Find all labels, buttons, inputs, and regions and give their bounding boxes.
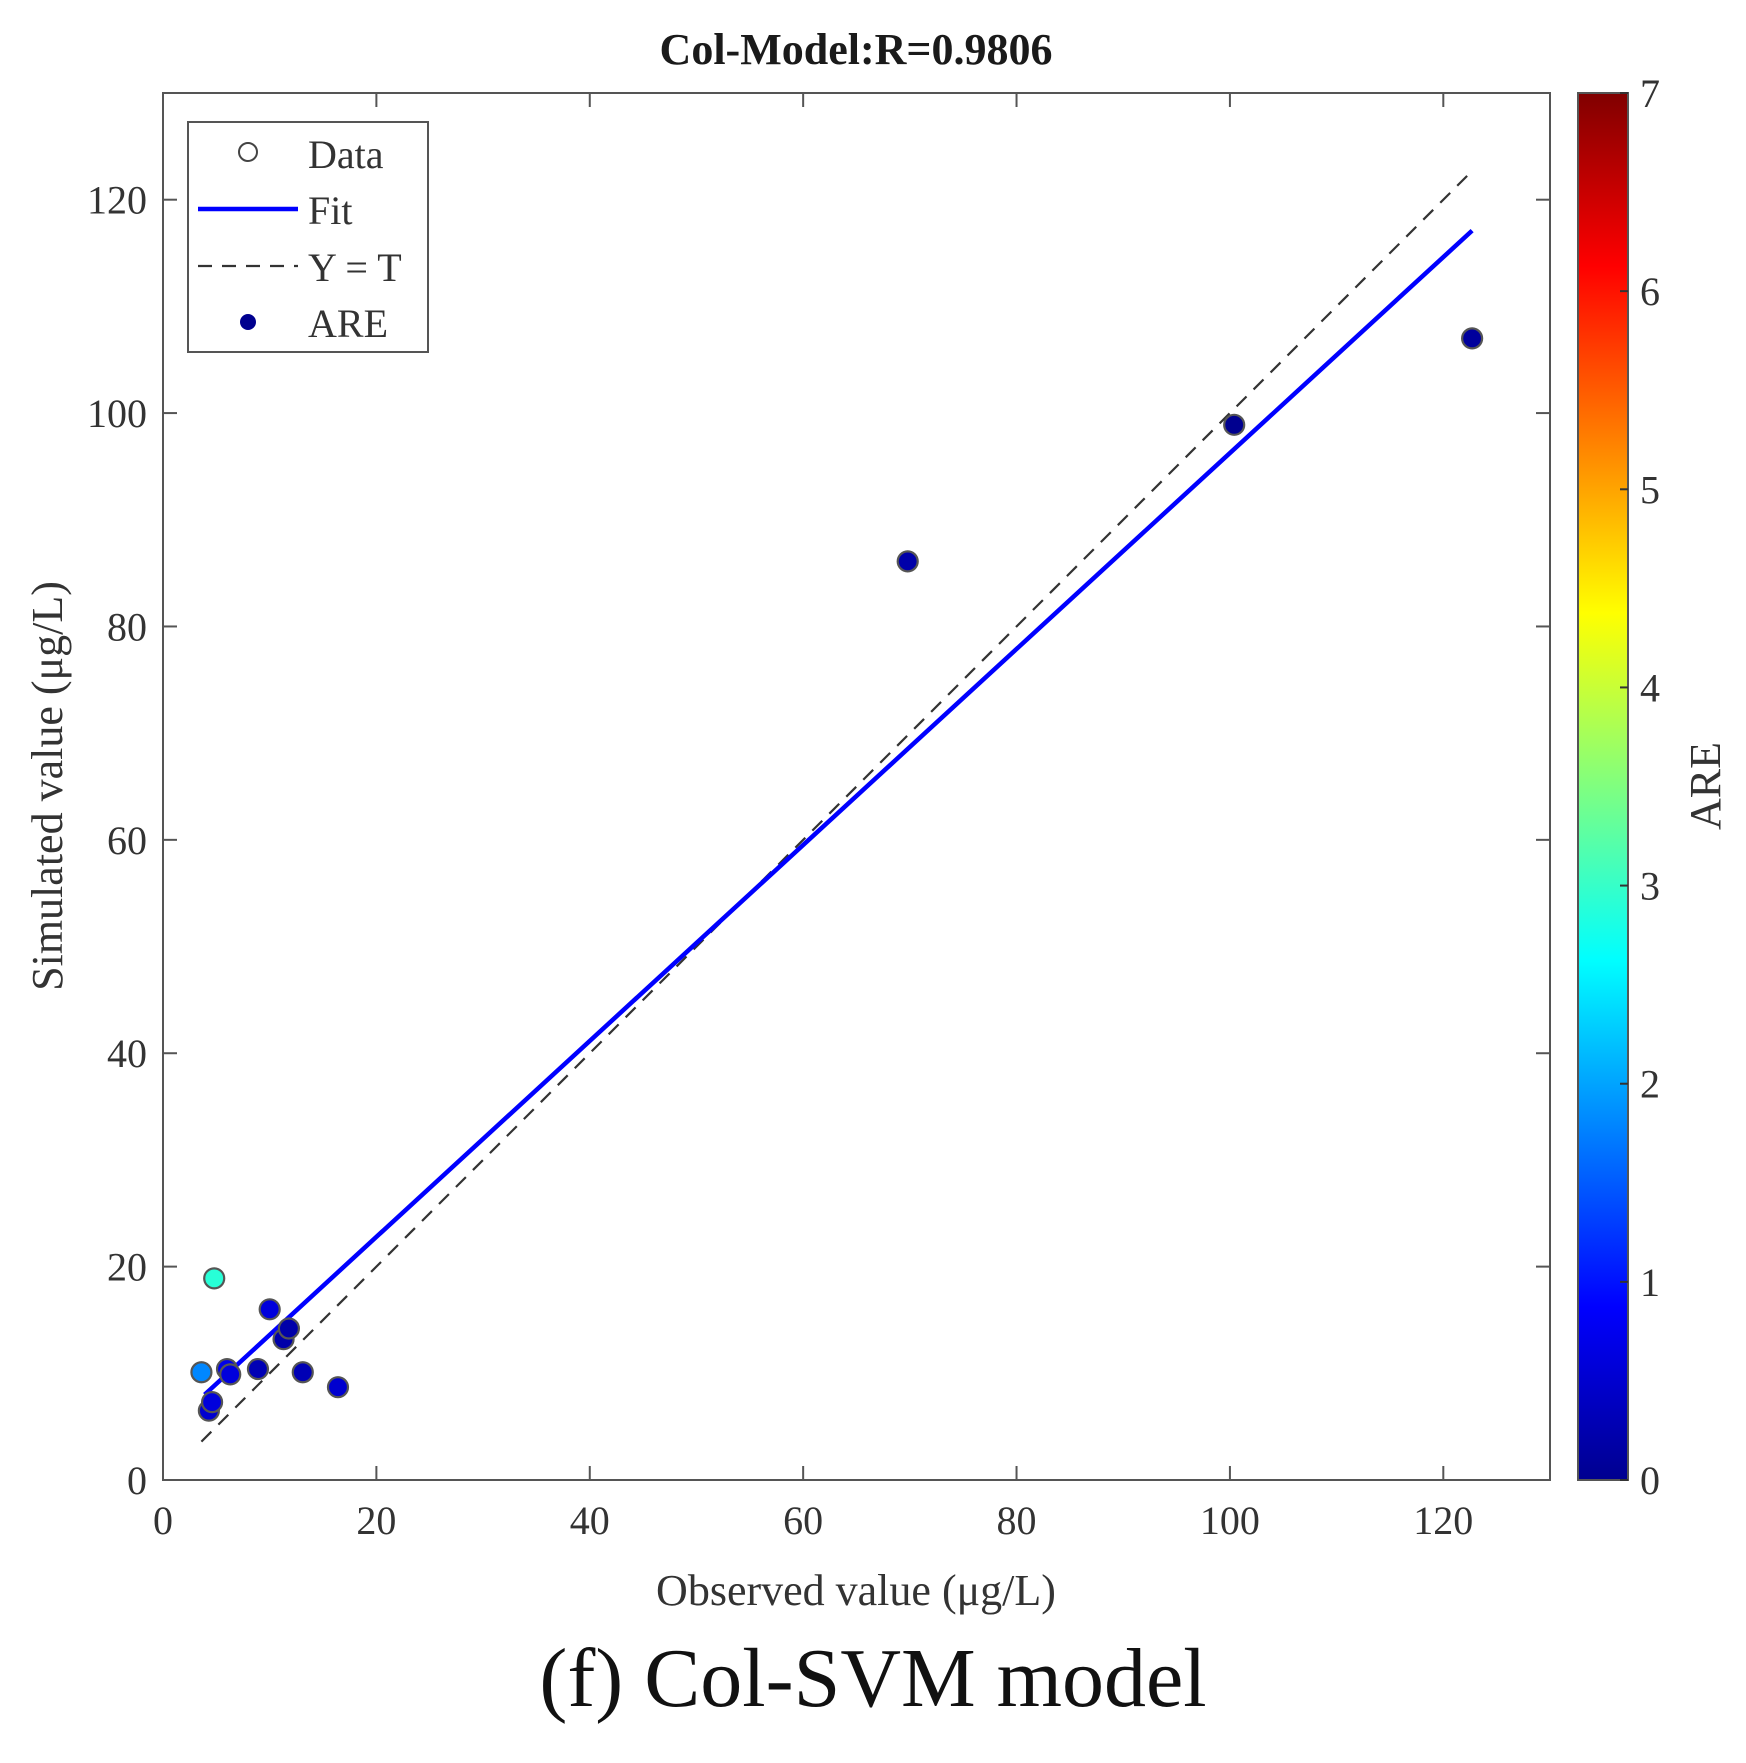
- data-point: [291, 1361, 314, 1384]
- data-point: [1223, 413, 1246, 436]
- legend-are-marker: [240, 314, 256, 330]
- colorbar-tick-label: 1: [1640, 1260, 1660, 1305]
- x-tick-label: 100: [1200, 1498, 1260, 1543]
- chart-figure: Col-Model:R=0.9806 0 20 40 60 80 100 120020406…: [23, 25, 1730, 1615]
- colorbar-tick-label: 2: [1640, 1062, 1660, 1107]
- chart-title: Col-Model:R=0.9806: [660, 25, 1053, 74]
- y-tick-label: 60: [107, 818, 147, 863]
- x-tick-label: 0: [153, 1498, 173, 1543]
- data-point: [219, 1363, 242, 1386]
- legend: Data Fit Y = T ARE: [187, 121, 429, 353]
- data-point: [246, 1357, 270, 1381]
- x-tick-label: 60: [783, 1498, 823, 1543]
- axis-ticks: 0 20 40 60 80 100 120 0 20 40 60 80 100 120: [87, 93, 1550, 1543]
- data-point: [1461, 327, 1484, 350]
- x-tick-label: 20: [356, 1498, 396, 1543]
- identity-line: [200, 170, 1473, 1443]
- y-tick-label: 40: [107, 1031, 147, 1076]
- legend-are-label: ARE: [308, 301, 388, 346]
- data-point: [203, 1267, 226, 1290]
- y-tick-label: 80: [107, 604, 147, 649]
- y-tick-label: 20: [107, 1245, 147, 1290]
- plot-lines: [200, 170, 1474, 1443]
- data-point: [326, 1376, 350, 1399]
- x-tick-label: 80: [997, 1498, 1037, 1543]
- data-point: [190, 1361, 213, 1384]
- x-axis-label: Observed value (μg/L): [656, 1566, 1056, 1615]
- y-tick-label: 120: [87, 178, 147, 223]
- x-tick-label: 40: [570, 1498, 610, 1543]
- colorbar-tick-label: 0: [1640, 1458, 1660, 1503]
- colorbar-tick-label: 4: [1640, 665, 1660, 710]
- fit-line: [203, 228, 1474, 1397]
- legend-data-label: Data: [308, 132, 384, 177]
- colorbar-ticks: 0 1 2 3 4 5 6 7: [1620, 71, 1660, 1503]
- y-axis-label: Simulated value (μg/L): [23, 581, 72, 991]
- y-tick-label: 0: [127, 1458, 147, 1503]
- data-point: [277, 1317, 300, 1340]
- colorbar-label: ARE: [1681, 742, 1730, 830]
- figure-caption: (f) Col-SVM model: [539, 1632, 1207, 1725]
- x-tick-label: 120: [1413, 1498, 1473, 1543]
- data-point: [258, 1298, 281, 1321]
- legend-data-marker: [238, 142, 258, 162]
- scatter-points: [190, 327, 1484, 1422]
- colorbar-tick-label: 6: [1640, 269, 1660, 314]
- colorbar-tick-label: 3: [1640, 864, 1660, 909]
- colorbar-tick-label: 5: [1640, 467, 1660, 512]
- legend-identity-label: Y = T: [308, 245, 402, 290]
- colorbar-tick-label: 7: [1640, 71, 1660, 116]
- legend-fit-label: Fit: [308, 188, 352, 233]
- colorbar: 0 1 2 3 4 5 6 7 ARE: [1577, 71, 1730, 1503]
- colorbar-gradient: [1577, 92, 1629, 1481]
- data-point: [200, 1391, 224, 1414]
- legend-box: [187, 121, 429, 353]
- data-point: [896, 550, 919, 573]
- y-tick-label: 100: [87, 391, 147, 436]
